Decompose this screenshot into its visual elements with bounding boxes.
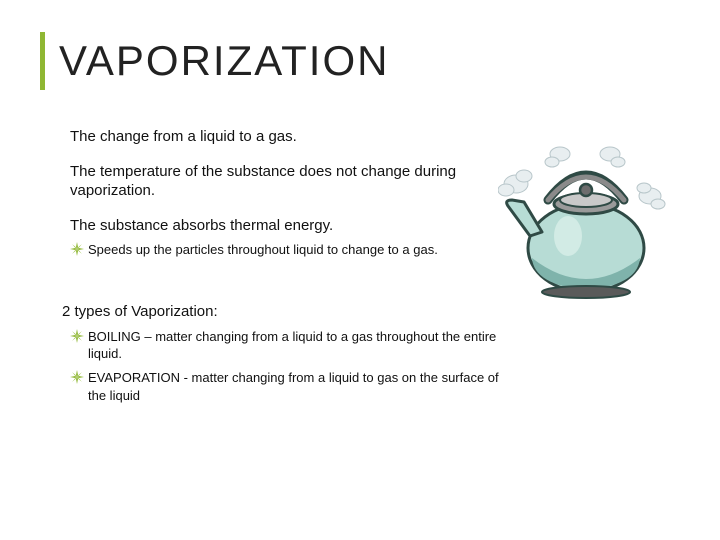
burst-icon [70, 242, 84, 256]
accent-bar [40, 32, 45, 90]
types-section: 2 types of Vaporization: BOILING – matte [70, 303, 520, 404]
slide-title: VAPORIZATION [59, 32, 389, 90]
types-heading: 2 types of Vaporization: [62, 303, 520, 320]
bullet-text: Speeds up the particles throughout liqui… [88, 241, 438, 259]
bullet-speeds-up: Speeds up the particles throughout liqui… [70, 241, 520, 259]
title-row: VAPORIZATION [40, 32, 680, 90]
definition-text: The change from a liquid to a gas. [70, 128, 520, 147]
bullet-text: EVAPORATION - matter changing from a liq… [88, 369, 520, 404]
kettle-illustration [498, 140, 668, 300]
temperature-text: The temperature of the substance does no… [70, 163, 520, 201]
burst-icon [70, 370, 84, 384]
absorbs-energy-text: The substance absorbs thermal energy. [70, 217, 520, 236]
bullet-text: BOILING – matter changing from a liquid … [88, 328, 520, 363]
burst-icon [70, 329, 84, 343]
kettle-icon [498, 140, 668, 300]
bullet-evaporation: EVAPORATION - matter changing from a liq… [70, 369, 520, 404]
bullet-boiling: BOILING – matter changing from a liquid … [70, 328, 520, 363]
slide: VAPORIZATION The change from a liquid to… [0, 0, 720, 430]
